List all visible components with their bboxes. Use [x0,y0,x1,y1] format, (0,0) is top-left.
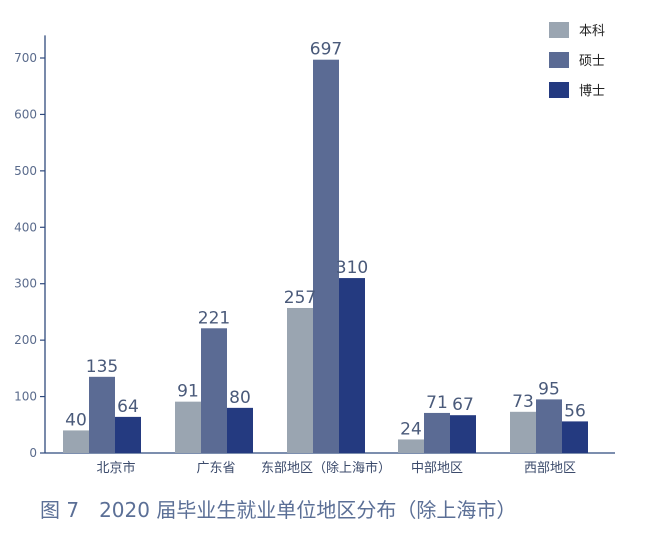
data-label: 697 [310,40,342,60]
y-tick-label: 200 [14,333,37,347]
bar [227,407,253,453]
data-label: 310 [336,258,368,278]
data-label: 73 [512,392,534,412]
figure-caption: 图 7 2020 届毕业生就业单位地区分布（除上海市） [40,498,516,522]
data-label: 40 [65,410,87,430]
category-label: 中部地区 [411,461,463,476]
y-tick-label: 500 [14,164,37,178]
legend-swatch [549,52,569,68]
data-label: 56 [564,401,586,421]
bars [63,59,588,453]
category-label: 广东省 [196,461,235,476]
bar [63,430,89,453]
y-axis-ticks: 0 100 200 300 400 500 600 700 [14,51,45,460]
bar [201,328,227,453]
data-label: 67 [452,395,474,415]
bar [339,278,365,453]
bar [510,411,536,453]
data-label: 221 [198,308,230,328]
data-label: 80 [229,388,251,408]
bar [450,415,476,453]
bar [175,401,201,453]
data-label: 64 [117,397,139,417]
y-tick-label: 100 [14,390,37,404]
bar [398,439,424,453]
category-label: 东部地区（除上海市） [261,460,391,476]
data-label: 135 [86,357,118,377]
data-label: 95 [538,379,560,399]
y-tick-label: 700 [14,51,37,65]
data-label: 24 [400,419,422,439]
bar [287,307,313,453]
legend-label: 本科 [579,24,605,39]
legend-label: 博士 [579,84,605,99]
bar [89,376,115,453]
legend-swatch [549,82,569,98]
legend-swatch [549,22,569,38]
data-label: 71 [426,393,448,413]
bar [536,399,562,453]
category-label: 北京市 [96,460,135,476]
y-tick-label: 300 [14,277,37,291]
category-label: 西部地区 [524,461,576,476]
y-tick-label: 600 [14,107,37,121]
legend-label: 硕士 [579,54,605,69]
y-tick-label: 400 [14,220,37,234]
bar [115,416,141,453]
data-label: 257 [284,288,316,308]
y-tick-label: 0 [29,446,37,460]
category-labels: 北京市 广东省 东部地区（除上海市） 中部地区 西部地区 [96,460,576,476]
bar [424,412,450,453]
bar [562,421,588,453]
bar [313,59,339,453]
data-label: 91 [177,382,199,402]
